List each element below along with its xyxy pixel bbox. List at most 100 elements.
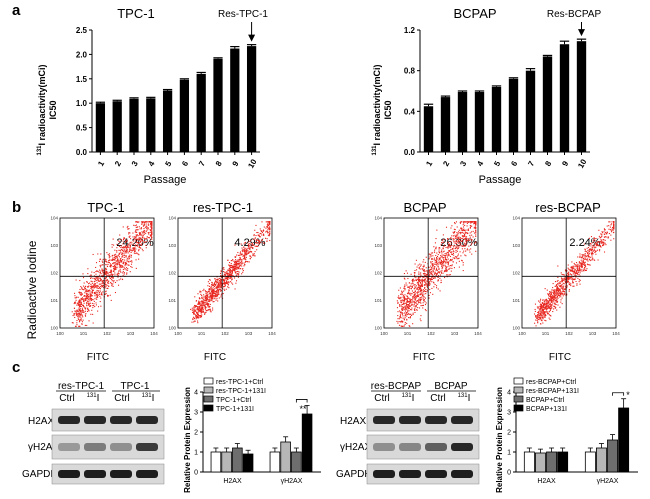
flow-dot [266, 224, 268, 226]
flow-dot [407, 293, 409, 295]
flow-dot [248, 247, 250, 250]
flow-dot [201, 314, 203, 316]
y-tick-label: 0.5 [76, 124, 88, 133]
flow-dot [403, 290, 405, 292]
flow-dot [461, 240, 463, 242]
flow-dot [429, 283, 431, 285]
flow-dot [461, 221, 463, 223]
flow-dot [225, 272, 227, 274]
flow-dot [231, 265, 233, 268]
flow-dot [214, 295, 216, 298]
flow-dot [151, 229, 153, 231]
flow-dot [595, 242, 597, 244]
flow-dot [457, 232, 459, 234]
flow-dot [122, 247, 124, 249]
flow-dot [204, 300, 206, 302]
flow-dot [126, 259, 128, 261]
flow-dot [422, 280, 424, 282]
flow-dot [124, 241, 127, 243]
flow-dot [263, 234, 265, 236]
flow-dot [537, 316, 539, 318]
flow-dot [85, 288, 87, 290]
flow-dot [398, 289, 400, 291]
flow-dot [549, 303, 552, 305]
flow-dot [464, 238, 466, 240]
flow-dot [603, 229, 606, 231]
flow-dot [236, 262, 238, 264]
flow-dot [239, 257, 242, 259]
flow-dot [80, 314, 82, 316]
flow-dot [75, 325, 77, 327]
x-tick-label: 3 [130, 159, 140, 168]
flow-dot [201, 310, 203, 312]
flow-dot [76, 314, 78, 317]
flow-dot [114, 268, 116, 271]
flow-dot [405, 308, 407, 310]
flow-dot [124, 246, 126, 248]
flow-dot [419, 282, 421, 284]
flow-dot [265, 221, 267, 223]
flow-dot [469, 221, 471, 223]
flow-dot [537, 314, 539, 316]
flow-dot [455, 240, 457, 242]
flow-dot [89, 297, 91, 299]
flow-dot [127, 246, 129, 248]
flow-dot [593, 259, 595, 261]
flow-dot [432, 270, 434, 272]
flow-dot [605, 233, 607, 235]
flow-dot [122, 275, 124, 277]
flow-dot [444, 259, 446, 261]
flow-dot [100, 305, 102, 307]
flow-dot [430, 254, 432, 256]
flow-dot [547, 302, 549, 304]
flow-dot [102, 281, 104, 283]
flow-dot [417, 286, 419, 288]
flow-dot [435, 267, 438, 269]
flow-dot [451, 259, 453, 261]
flow-dot [404, 322, 406, 324]
flow-dot [584, 266, 586, 269]
flow-dot [606, 225, 608, 227]
flow-dot [199, 291, 201, 293]
flow-dot [242, 271, 244, 273]
flow-dot [459, 251, 461, 253]
flow-dot [421, 285, 423, 287]
flow-dot [147, 224, 149, 226]
flow-dot [203, 288, 205, 290]
flow-dot [438, 268, 440, 271]
flow-dot [212, 307, 214, 309]
flow-dot [572, 268, 574, 270]
flow-dot [408, 317, 410, 319]
flow-dot [197, 307, 199, 309]
flow-dot [414, 290, 416, 292]
flow-dot [212, 309, 214, 311]
flow-dot [140, 240, 142, 242]
flow-dot [564, 276, 566, 278]
flow-dot [216, 298, 218, 300]
flow-dot [598, 229, 600, 231]
flow-dot [581, 270, 583, 272]
flow-dot [416, 292, 418, 294]
flow-dot [247, 249, 249, 251]
flow-dot [234, 264, 236, 266]
flow-dot [399, 297, 401, 299]
flow-dot [407, 300, 409, 302]
flow-dot [269, 231, 271, 233]
flow-dot [411, 299, 413, 301]
flow-dot [432, 265, 434, 267]
flow-dot [556, 286, 559, 288]
flow-dot [236, 264, 238, 267]
flow-dot [76, 296, 78, 298]
flow-dot [90, 297, 93, 300]
flow-dot [441, 242, 443, 244]
flow-dot [588, 249, 590, 251]
flow-dot [196, 313, 199, 316]
flow-dot [229, 265, 231, 267]
flow-dot [581, 263, 583, 265]
flow-dot [241, 273, 243, 275]
flow-dot [112, 257, 114, 259]
flow-dot [412, 284, 414, 286]
flow-dot [195, 315, 197, 317]
flow-dot [552, 300, 554, 302]
flow-dot [214, 284, 217, 286]
